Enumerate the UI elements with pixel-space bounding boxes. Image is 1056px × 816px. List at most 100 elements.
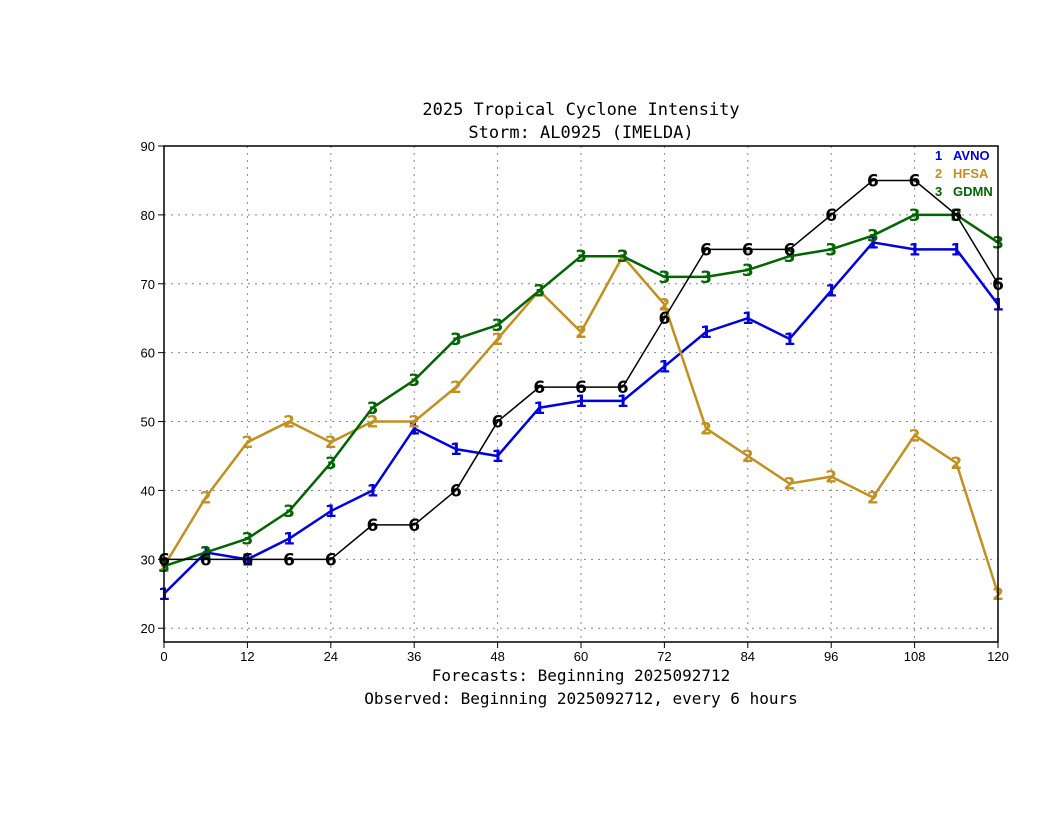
data-point-observed: 6 [909, 171, 921, 191]
data-point-gdmn: 3 [575, 247, 587, 267]
data-point-observed: 6 [867, 171, 879, 191]
data-point-hfsa: 2 [784, 475, 796, 495]
data-point-avno: 1 [283, 530, 295, 550]
data-point-hfsa: 2 [950, 454, 962, 474]
x-tick-label: 84 [741, 649, 755, 664]
data-point-avno: 1 [492, 447, 504, 467]
data-point-observed: 6 [700, 240, 712, 260]
series-line-observed [164, 179, 999, 561]
data-point-avno: 1 [909, 240, 921, 260]
data-point-observed: 6 [450, 481, 462, 501]
data-point-avno: 1 [867, 233, 879, 253]
x-axis-label-line2: Observed: Beginning 2025092712, every 6 … [364, 689, 797, 708]
x-tick-label: 36 [407, 649, 421, 664]
data-point-observed: 6 [533, 378, 545, 398]
data-point-avno: 1 [241, 550, 253, 570]
legend-label-hfsa: HFSA [953, 166, 989, 181]
data-point-observed: 6 [784, 240, 796, 260]
data-point-avno: 1 [950, 240, 962, 260]
data-point-avno: 1 [825, 282, 837, 302]
data-point-gdmn: 3 [533, 282, 545, 302]
data-point-hfsa: 2 [575, 323, 587, 343]
legend-marker-avno: 1 [935, 148, 942, 163]
data-point-avno: 1 [617, 392, 629, 412]
series-line-hfsa [162, 254, 1000, 595]
data-point-observed: 6 [241, 550, 253, 570]
data-point-avno: 1 [533, 399, 545, 419]
data-point-avno: 1 [658, 357, 670, 377]
data-point-hfsa: 2 [867, 488, 879, 508]
data-point-gdmn: 3 [325, 454, 337, 474]
data-point-gdmn: 3 [784, 247, 796, 267]
x-tick-label: 24 [324, 649, 338, 664]
data-point-gdmn: 3 [909, 206, 921, 226]
x-tick-label: 0 [160, 649, 167, 664]
data-point-gdmn: 3 [367, 399, 379, 419]
data-point-gdmn: 3 [408, 371, 420, 391]
data-point-observed: 6 [283, 550, 295, 570]
series-line-gdmn [163, 213, 999, 568]
data-point-hfsa: 2 [658, 295, 670, 315]
data-point-hfsa: 2 [200, 488, 212, 508]
data-point-gdmn: 3 [700, 268, 712, 288]
data-point-avno: 1 [450, 440, 462, 460]
data-point-avno: 1 [325, 502, 337, 522]
chart-title-line1: 2025 Tropical Cyclone Intensity [422, 100, 739, 120]
data-point-avno: 1 [742, 309, 754, 329]
data-point-hfsa: 2 [408, 413, 420, 433]
legend-label-avno: AVNO [953, 148, 990, 163]
legend-marker-gdmn: 3 [935, 184, 942, 199]
data-point-observed: 6 [742, 240, 754, 260]
data-point-hfsa: 2 [450, 378, 462, 398]
data-point-hfsa: 2 [492, 330, 504, 350]
data-point-avno: 1 [700, 323, 712, 343]
data-point-gdmn: 3 [492, 316, 504, 336]
data-point-observed: 6 [658, 309, 670, 329]
x-tick-label: 108 [904, 649, 926, 664]
chart-title-line2: Storm: AL0925 (IMELDA) [468, 123, 693, 143]
data-point-hfsa: 2 [367, 413, 379, 433]
legend-label-gdmn: GDMN [953, 184, 993, 199]
data-point-hfsa: 2 [742, 447, 754, 467]
data-point-gdmn: 3 [450, 330, 462, 350]
data-point-observed: 6 [825, 206, 837, 226]
x-tick-label: 96 [824, 649, 838, 664]
data-point-gdmn: 3 [742, 261, 754, 281]
data-point-observed: 6 [492, 413, 504, 433]
data-point-hfsa: 2 [325, 433, 337, 453]
data-point-gdmn: 3 [283, 502, 295, 522]
y-tick-label: 60 [141, 346, 155, 361]
data-point-hfsa: 2 [825, 468, 837, 488]
series-line-avno [163, 241, 999, 595]
legend: 1 AVNO 2 HFSA 3 GDMN [935, 148, 993, 199]
data-point-avno: 1 [575, 392, 587, 412]
x-tick-label: 48 [490, 649, 504, 664]
data-point-gdmn: 3 [825, 240, 837, 260]
y-tick-label: 70 [141, 277, 155, 292]
y-tick-label: 30 [141, 552, 155, 567]
data-point-gdmn: 3 [241, 530, 253, 550]
data-point-gdmn: 3 [200, 543, 212, 563]
data-point-observed: 6 [200, 550, 212, 570]
data-point-avno: 1 [784, 330, 796, 350]
x-tick-label: 120 [987, 649, 1009, 664]
data-point-observed: 6 [575, 378, 587, 398]
data-point-avno: 1 [408, 419, 420, 439]
data-point-avno: 1 [367, 481, 379, 501]
data-point-hfsa: 2 [909, 426, 921, 446]
data-point-hfsa: 2 [283, 413, 295, 433]
data-point-observed: 6 [325, 550, 337, 570]
x-tick-label: 12 [240, 649, 254, 664]
data-point-gdmn: 3 [658, 268, 670, 288]
y-tick-label: 50 [141, 415, 155, 430]
x-tick-label: 60 [574, 649, 588, 664]
x-axis-label-line1: Forecasts: Beginning 2025092712 [432, 666, 731, 685]
y-tick-label: 40 [141, 483, 155, 498]
data-point-gdmn: 3 [617, 247, 629, 267]
data-point-gdmn: 3 [867, 227, 879, 247]
data-point-observed: 6 [408, 516, 420, 536]
y-tick-label: 20 [141, 621, 155, 636]
